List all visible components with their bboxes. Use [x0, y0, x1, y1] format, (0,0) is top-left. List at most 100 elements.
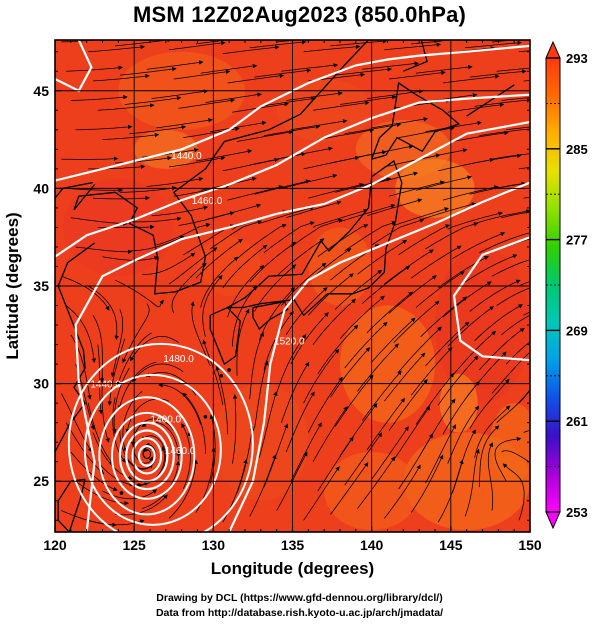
streamline — [281, 173, 338, 189]
streamline — [506, 126, 530, 131]
y-tick-label: 30 — [33, 376, 49, 392]
streamline — [263, 423, 289, 488]
colorbar-tick-label: 269 — [566, 323, 588, 338]
streamline — [92, 315, 105, 383]
streamline — [131, 363, 184, 382]
streamline — [425, 424, 457, 484]
streamline — [474, 405, 511, 458]
x-tick-label: 120 — [43, 537, 67, 553]
streamline — [254, 68, 312, 78]
streamline — [281, 262, 327, 306]
y-axis-label: Latitude (degrees) — [3, 212, 22, 359]
coastline — [55, 181, 94, 200]
streamline — [361, 370, 402, 421]
streamline — [494, 436, 522, 482]
streamline — [195, 149, 253, 162]
streamline — [491, 40, 519, 43]
streamline — [502, 463, 525, 521]
streamline — [142, 447, 152, 460]
streamline — [66, 187, 124, 193]
streamline — [312, 406, 348, 462]
streamline — [393, 207, 449, 226]
streamline — [200, 256, 239, 308]
streamline — [474, 304, 524, 341]
streamline — [330, 462, 369, 515]
streamline — [215, 366, 228, 435]
streamline — [205, 203, 262, 220]
x-tick-label: 125 — [122, 537, 146, 553]
streamline — [75, 124, 133, 131]
streamline — [469, 378, 510, 429]
streamline — [70, 94, 128, 101]
streamline — [75, 246, 133, 255]
streamline — [276, 146, 333, 160]
streamline — [501, 450, 530, 463]
streamline — [330, 347, 371, 398]
streamline — [303, 466, 340, 521]
streamline — [88, 164, 146, 170]
streamline — [317, 324, 359, 375]
streamline — [290, 312, 329, 365]
streamline — [420, 296, 468, 338]
streamline — [339, 204, 396, 222]
streamline — [479, 128, 530, 137]
streamline — [357, 239, 408, 275]
streamline — [339, 403, 378, 457]
streamline — [452, 130, 509, 142]
height-contour — [137, 444, 156, 467]
height-contour — [111, 411, 183, 500]
streamline — [410, 245, 462, 279]
height-contour — [83, 373, 222, 526]
streamline — [312, 208, 369, 228]
streamline — [425, 120, 483, 133]
streamline — [92, 73, 150, 82]
streamline — [487, 442, 494, 511]
streamline — [249, 454, 277, 517]
streamline — [437, 355, 479, 406]
coastline — [73, 40, 370, 295]
streamline — [276, 333, 307, 394]
streamline — [388, 379, 428, 431]
streamline — [200, 63, 258, 74]
streamline — [66, 65, 124, 72]
streamline — [119, 185, 177, 193]
contour-label: 1440.0 — [90, 380, 121, 391]
streamline — [168, 40, 226, 51]
coastline — [403, 40, 428, 72]
coastline — [466, 84, 515, 117]
streamline — [178, 98, 236, 109]
streamline — [181, 423, 191, 490]
streamline — [366, 89, 424, 99]
streamline — [335, 67, 393, 76]
y-tick-label: 25 — [33, 473, 49, 489]
streamline — [474, 98, 530, 107]
island — [227, 368, 231, 372]
streamline — [447, 102, 505, 113]
streamline — [518, 50, 530, 53]
streamline — [361, 265, 411, 304]
streamline — [119, 66, 177, 76]
streamline — [469, 279, 521, 312]
streamline — [263, 311, 294, 371]
temperature-patch — [197, 237, 261, 296]
streamline — [171, 262, 207, 314]
streamline — [496, 287, 530, 306]
contour-label: 1460.0 — [165, 446, 196, 457]
streamline — [398, 224, 451, 256]
coastline — [55, 242, 95, 455]
colorbar-tick-label: 253 — [566, 505, 588, 520]
streamline — [290, 119, 348, 131]
streamline — [366, 397, 405, 451]
temperature-patch — [276, 79, 372, 142]
streamline — [151, 205, 209, 217]
streamline — [393, 405, 431, 461]
island — [119, 491, 124, 495]
streamline — [384, 464, 421, 519]
colorbar-tick-label: 293 — [566, 51, 588, 66]
streamline — [129, 125, 187, 135]
streamline — [249, 241, 297, 283]
streamline — [281, 63, 339, 72]
height-contour — [67, 342, 254, 532]
streamline — [303, 44, 361, 53]
streamline — [384, 352, 426, 402]
